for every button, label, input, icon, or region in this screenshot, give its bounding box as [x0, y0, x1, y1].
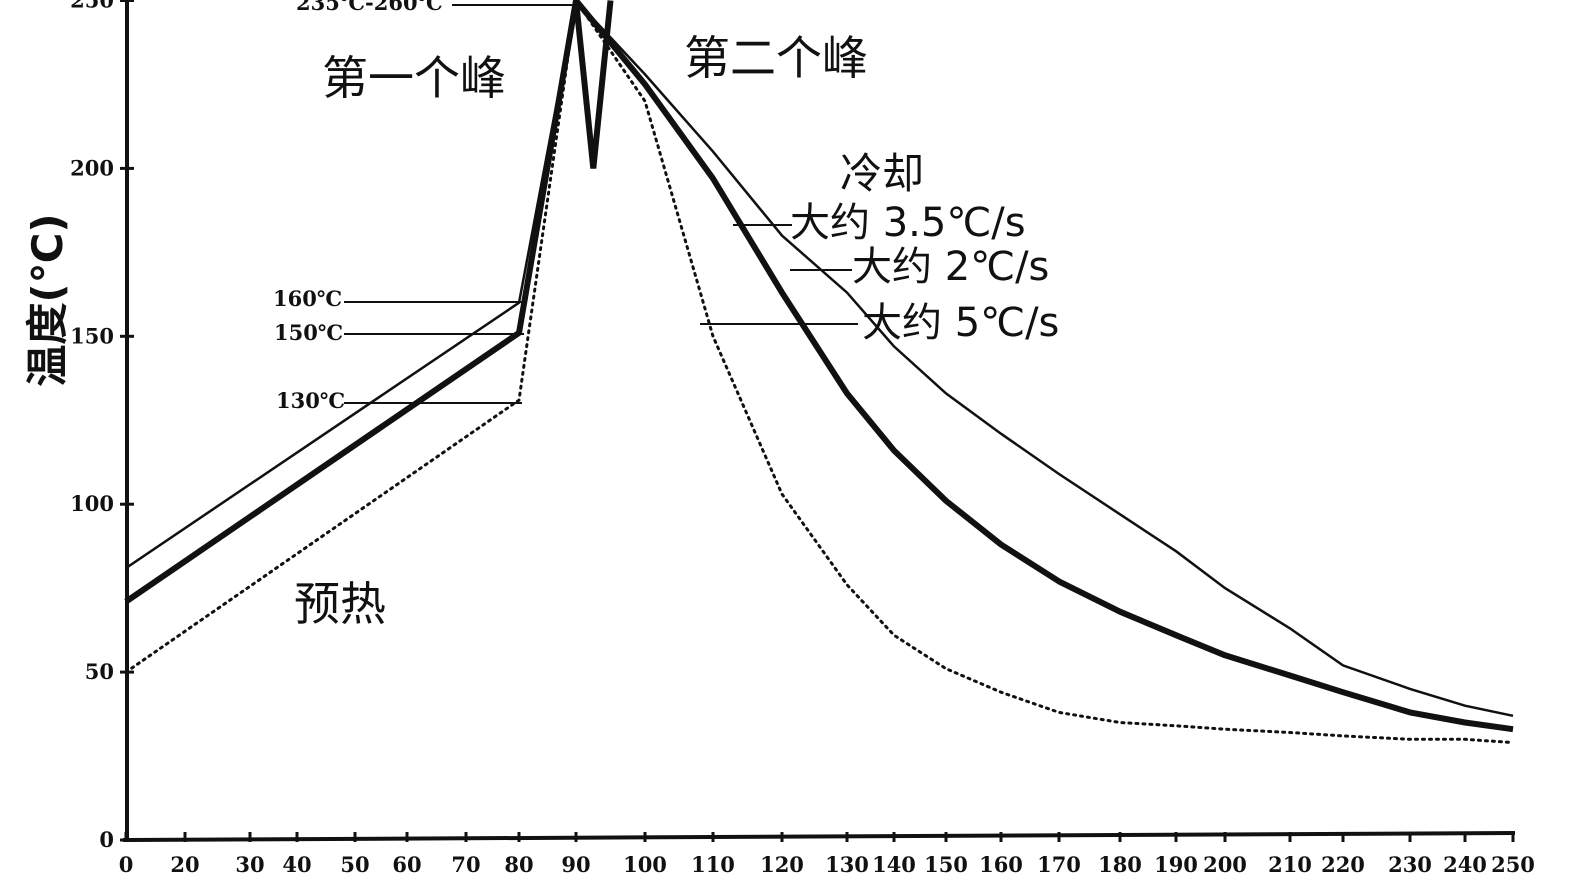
- rate-2-label: 大约 2℃/s: [852, 244, 1049, 290]
- rate-35-label: 大约 3.5℃/s: [790, 200, 1026, 246]
- y-tick-label: 200: [70, 155, 114, 180]
- x-tick-label: 50: [340, 852, 369, 877]
- series-line-thick-solid: [124, 0, 1514, 733]
- t130-label: 130℃: [276, 388, 345, 413]
- series-line-thin-solid: [125, 0, 1514, 718]
- y-tick-label: 100: [70, 491, 114, 516]
- x-tick-label: 200: [1203, 852, 1247, 877]
- t150-label: 150℃: [274, 320, 343, 345]
- rate-5-label: 大约 5℃/s: [862, 300, 1059, 346]
- x-tick-label: 20: [170, 852, 199, 877]
- x-tick-label: 240: [1443, 852, 1487, 877]
- x-tick-label: 30: [235, 852, 264, 877]
- x-tick-label: 120: [760, 852, 804, 877]
- x-tick-label: 80: [504, 852, 533, 877]
- peak-notch-line: [573, 0, 614, 169]
- x-tick-label: 210: [1268, 852, 1312, 877]
- series-group: [124, 0, 1515, 745]
- first-peak-label: 第一个峰: [322, 51, 506, 105]
- cooling-label: 冷却: [840, 149, 924, 198]
- x-tick-label: 190: [1154, 852, 1198, 877]
- y-axis-label: 温度(℃): [23, 213, 72, 386]
- x-tick-label: 70: [451, 852, 480, 877]
- x-tick-label: 150: [924, 852, 968, 877]
- x-tick-label: 140: [872, 852, 916, 877]
- x-tick-label: 160: [979, 852, 1023, 877]
- x-tick-label: 230: [1388, 852, 1432, 877]
- y-tick-label: 150: [70, 323, 114, 348]
- x-axis: [122, 831, 1516, 842]
- x-tick-label: 110: [691, 852, 735, 877]
- t160-label: 160℃: [273, 286, 342, 311]
- x-tick-label: 170: [1037, 852, 1081, 877]
- x-tick-label: 250: [1491, 852, 1535, 877]
- x-tick-label: 220: [1321, 852, 1365, 877]
- x-tick-label: 130: [825, 852, 869, 877]
- x-tick-label: 40: [282, 852, 311, 877]
- tick-group: 0 20 30 40 50 60 70 80 90 100 110 120 130 140 150 160 17…: [70, 0, 1535, 877]
- y-tick-label: 50: [85, 659, 114, 684]
- series-line-dotted: [124, 0, 1515, 745]
- peak-range-label: 235℃-260℃: [296, 0, 443, 15]
- x-tick-label: 180: [1098, 852, 1142, 877]
- x-tick-label: 60: [392, 852, 421, 877]
- y-tick-label: 250: [70, 0, 114, 13]
- x-tick-label: 90: [561, 852, 590, 877]
- y-tick-label: 0: [99, 827, 114, 852]
- second-peak-label: 第二个峰: [684, 31, 868, 85]
- x-tick-label: 100: [623, 852, 667, 877]
- x-tick-label: 0: [119, 852, 134, 877]
- preheat-label: 预热: [294, 577, 386, 631]
